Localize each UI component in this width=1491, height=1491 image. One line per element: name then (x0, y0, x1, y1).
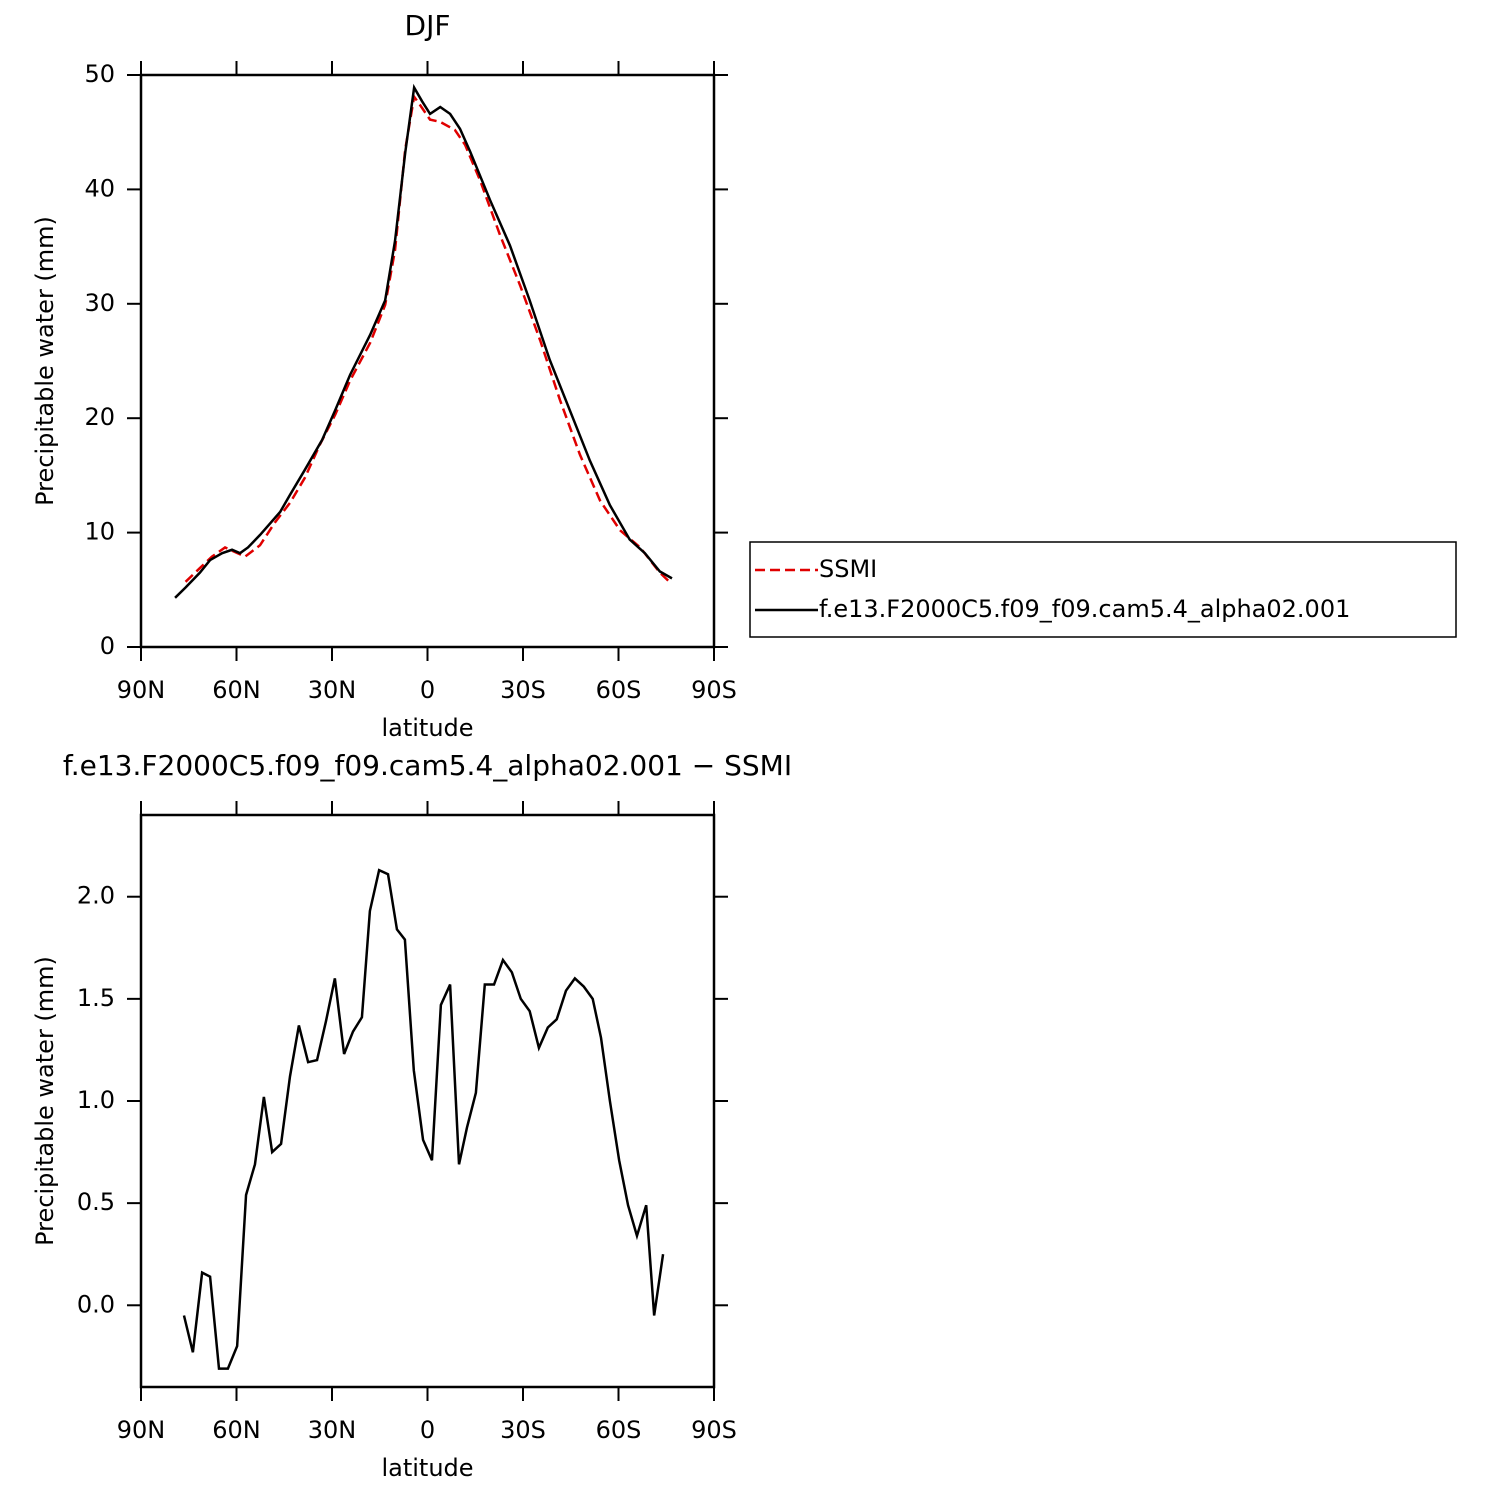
legend-label: f.e13.F2000C5.f09_f09.cam5.4_alpha02.001 (819, 595, 1350, 623)
plot-frame (139, 813, 716, 1389)
y-tick-label: 2.0 (77, 882, 115, 910)
y-tick-label: 1.5 (77, 984, 115, 1012)
y-tick-label: 20 (84, 403, 115, 431)
chart-title: f.e13.F2000C5.f09_f09.cam5.4_alpha02.001… (63, 749, 792, 782)
data-line (174, 83, 673, 599)
x-tick-label: 60S (596, 676, 642, 704)
y-tick-label: 30 (84, 289, 115, 317)
x-tick-label: 30S (500, 1416, 546, 1444)
x-tick-label: 60S (596, 1416, 642, 1444)
y-tick-label: 10 (84, 518, 115, 546)
y-tick-label: 50 (84, 60, 115, 88)
x-tick-label: 60N (212, 676, 261, 704)
chart-title: DJF (405, 9, 451, 42)
y-tick-label: 0.5 (77, 1188, 115, 1216)
x-tick-label: 0 (420, 1416, 435, 1444)
x-tick-label: 30N (308, 676, 357, 704)
y-tick-label: 40 (84, 174, 115, 202)
x-tick-label: 90S (691, 676, 737, 704)
y-tick-label: 1.0 (77, 1086, 115, 1114)
legend-label: SSMI (819, 555, 877, 583)
y-axis-label: Precipitable water (mm) (31, 956, 59, 1246)
plot-frame (139, 73, 716, 649)
y-tick-label: 0 (100, 632, 115, 660)
data-line (182, 868, 665, 1370)
x-tick-label: 90N (117, 676, 166, 704)
x-tick-label: 90S (691, 1416, 737, 1444)
x-tick-label: 60N (212, 1416, 261, 1444)
x-tick-label: 90N (117, 1416, 166, 1444)
y-axis-label: Precipitable water (mm) (31, 216, 59, 506)
x-tick-label: 0 (420, 676, 435, 704)
y-tick-label: 0.0 (77, 1290, 115, 1318)
x-axis-label: latitude (381, 714, 473, 742)
legend-box (749, 541, 1457, 638)
x-tick-label: 30S (500, 676, 546, 704)
x-axis-label: latitude (381, 1454, 473, 1482)
data-line (184, 93, 670, 583)
x-tick-label: 30N (308, 1416, 357, 1444)
